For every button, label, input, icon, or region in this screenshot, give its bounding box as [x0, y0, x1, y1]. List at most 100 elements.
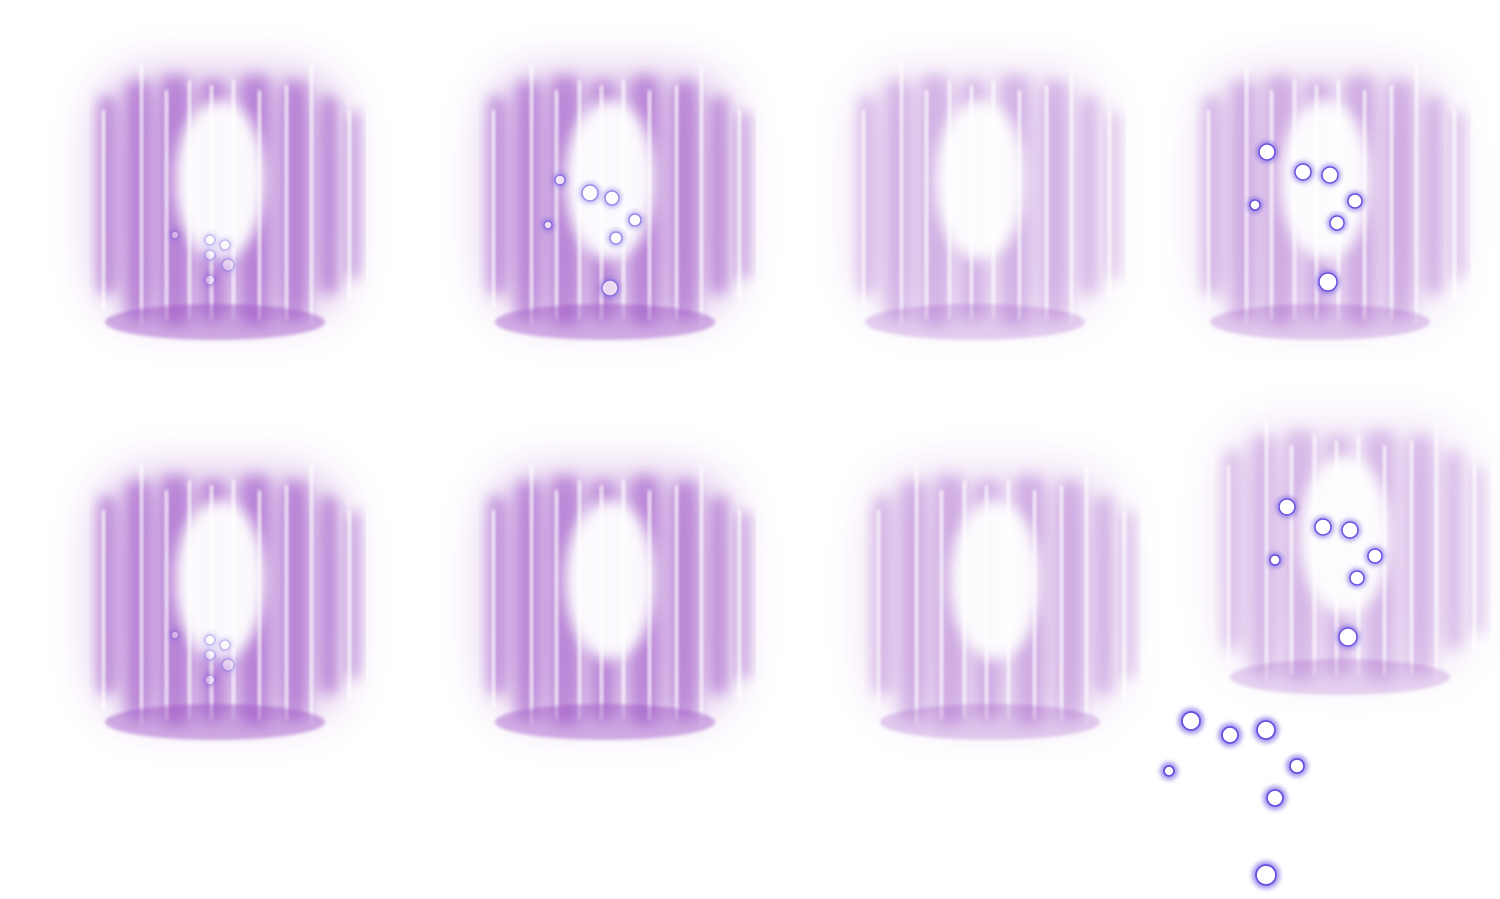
glow-band	[488, 495, 506, 695]
orb-particle	[219, 256, 237, 274]
light-streak	[940, 490, 943, 720]
light-streak	[188, 480, 191, 720]
light-streak	[140, 465, 143, 725]
light-streak	[1453, 110, 1456, 300]
glow-band	[1230, 80, 1256, 320]
light-streak	[1123, 510, 1126, 700]
glow-band	[320, 95, 338, 295]
orb-particle	[202, 272, 218, 288]
glow-band	[515, 480, 541, 720]
orb-particle	[1345, 191, 1365, 211]
orb-particle	[202, 232, 218, 248]
light-streak	[285, 485, 288, 720]
light-streak	[675, 485, 678, 720]
portal-frame-5	[70, 440, 370, 770]
orb-particle	[552, 172, 568, 188]
light-streak	[862, 110, 865, 310]
light-streak	[1435, 420, 1438, 680]
orb-particle	[1316, 270, 1340, 294]
light-streak	[648, 90, 651, 320]
light-streak	[102, 510, 105, 710]
portal-base	[495, 304, 715, 340]
light-streak	[900, 65, 903, 325]
glow-band	[672, 80, 698, 320]
light-streak	[1313, 435, 1316, 675]
light-streak	[1335, 440, 1338, 675]
light-streak	[738, 110, 741, 300]
orb-particle	[1256, 141, 1278, 163]
light-streak	[738, 510, 741, 700]
light-streak	[102, 110, 105, 310]
orb-particle	[1365, 546, 1385, 566]
light-streak	[1018, 90, 1021, 320]
orb-particle	[217, 637, 233, 653]
light-streak	[622, 480, 625, 720]
light-streak	[1007, 480, 1010, 720]
light-streak	[1245, 65, 1248, 325]
light-streak	[600, 85, 603, 320]
light-streak	[1085, 465, 1088, 725]
light-streak	[492, 510, 495, 710]
orb-particle	[1292, 161, 1314, 183]
light-streak	[530, 65, 533, 325]
orb-particle	[1312, 516, 1334, 538]
light-streak	[1357, 435, 1360, 675]
glow-band	[125, 80, 151, 320]
light-streak	[1033, 490, 1036, 720]
light-streak	[1207, 110, 1210, 310]
light-streak	[648, 490, 651, 720]
portal-base	[880, 704, 1100, 740]
orb-particle	[607, 229, 625, 247]
portal-base	[105, 704, 325, 740]
glow-band	[1445, 450, 1463, 650]
glow-band	[1387, 80, 1413, 320]
light-streak	[915, 465, 918, 725]
orb-particle	[168, 228, 182, 242]
portal-frame-2	[460, 40, 760, 370]
light-streak	[1227, 465, 1230, 665]
glow-band	[858, 95, 876, 295]
light-streak	[963, 480, 966, 720]
orb-particle	[1178, 708, 1204, 734]
portal-frame-7	[845, 440, 1145, 770]
light-streak	[258, 490, 261, 720]
light-streak	[970, 85, 973, 320]
light-streak	[1337, 80, 1340, 320]
orb-particle	[1218, 723, 1242, 747]
light-streak	[310, 465, 313, 725]
light-streak	[700, 465, 703, 725]
light-streak	[1473, 465, 1476, 655]
glow-band	[488, 95, 506, 295]
portal-frame-1	[70, 40, 370, 370]
orb-particle	[1319, 164, 1341, 186]
glow-band	[873, 495, 891, 695]
orb-particle	[1263, 786, 1287, 810]
light-streak	[1363, 90, 1366, 320]
glow-band	[1250, 435, 1276, 675]
portal-frame-8	[1195, 395, 1495, 725]
glow-band	[1057, 480, 1083, 720]
light-streak	[1265, 420, 1268, 680]
portal-core	[935, 100, 1025, 260]
orb-particle	[1339, 519, 1361, 541]
glow-band	[885, 80, 911, 320]
portal-frame-4	[1175, 40, 1475, 370]
portal-base	[1210, 304, 1430, 340]
light-streak	[555, 90, 558, 320]
orb-particle	[1253, 717, 1279, 743]
light-streak	[1060, 485, 1063, 720]
orb-particle	[1327, 213, 1347, 233]
light-streak	[555, 490, 558, 720]
orb-particle	[217, 237, 233, 253]
orb-particle	[599, 277, 621, 299]
orb-particle	[602, 188, 622, 208]
light-streak	[165, 90, 168, 320]
light-streak	[1390, 85, 1393, 320]
light-streak	[1293, 80, 1296, 320]
light-streak	[492, 110, 495, 310]
orb-particle	[541, 218, 555, 232]
orb-particle	[202, 247, 218, 263]
glow-band	[1042, 80, 1068, 320]
orb-particle	[626, 211, 644, 229]
